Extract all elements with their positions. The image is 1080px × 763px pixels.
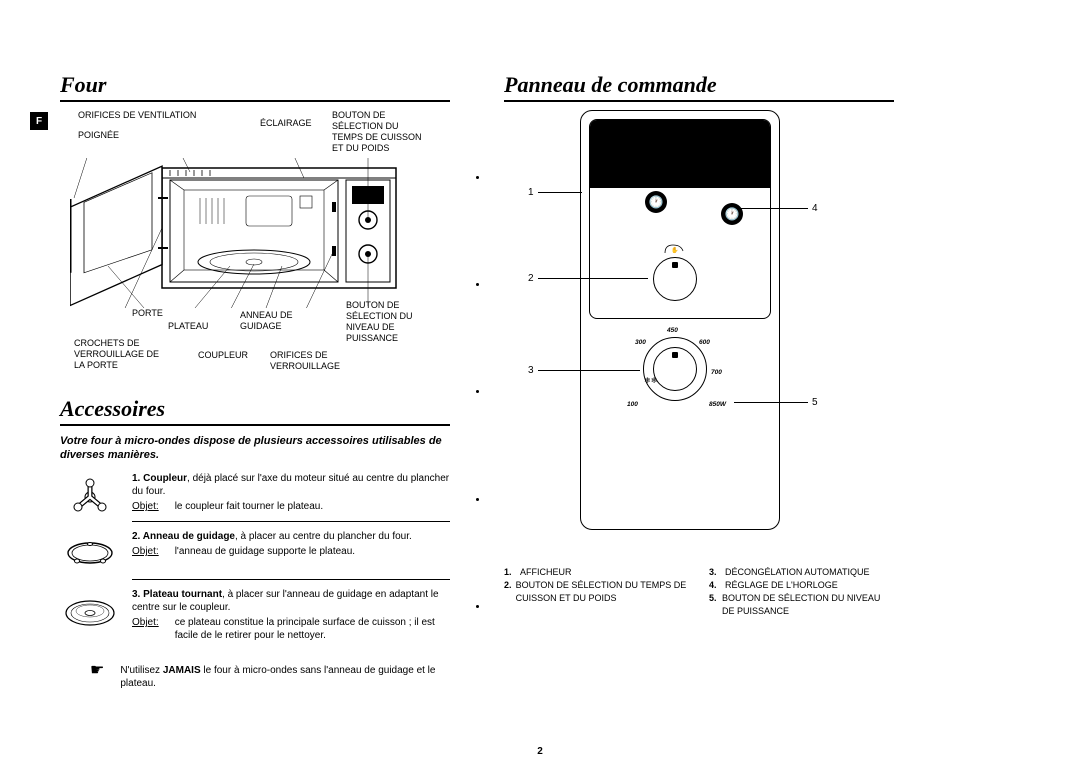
callout-4: 4 — [812, 203, 818, 214]
power-knob — [653, 347, 697, 391]
callout-3: 3 — [528, 365, 534, 376]
legend-item: 4.RÉGLAGE DE L'HORLOGE — [709, 579, 894, 592]
power-300: 300 — [635, 339, 646, 346]
power-700: 700 — [711, 369, 722, 376]
label-door: PORTE — [132, 308, 163, 319]
legend-item: 1.AFFICHEUR — [504, 566, 689, 579]
power-850w: 850W — [709, 401, 726, 408]
coupler-icon — [60, 472, 120, 522]
panel-legend: 1.AFFICHEUR 2.BOUTON DE SÉLECTION DU TEM… — [504, 566, 894, 618]
power-100: 100 — [627, 401, 638, 408]
accessory-text: 3. Plateau tournant, à placer sur l'anne… — [132, 588, 450, 646]
pointing-hand-icon: ☛ — [90, 664, 104, 690]
accessory-row: 3. Plateau tournant, à placer sur l'anne… — [60, 588, 450, 646]
label-tray: PLATEAU — [168, 321, 208, 332]
section-heading-panel: Panneau de commande — [504, 72, 894, 102]
label-vent: ORIFICES DE VENTILATION — [78, 110, 196, 121]
accessory-row: 2. Anneau de guidage, à placer au centre… — [60, 530, 450, 580]
lang-badge: F — [30, 112, 48, 130]
section-heading-accessories: Accessoires — [60, 396, 450, 426]
display-area — [590, 120, 770, 188]
label-ring: ANNEAU DE GUIDAGE — [240, 310, 293, 332]
time-knob — [653, 257, 697, 301]
callout-2: 2 — [528, 273, 534, 284]
label-power-knob: BOUTON DE SÉLECTION DU NIVEAU DE PUISSAN… — [346, 300, 413, 344]
legend-item: 5.BOUTON DE SÉLECTION DU NIVEAU DE PUISS… — [709, 592, 894, 618]
right-column: Panneau de commande 🕐 🕐 ✋ ❄❄ 100 300 450… — [504, 72, 894, 712]
label-latch: CROCHETS DE VERROUILLAGE DE LA PORTE — [74, 338, 159, 371]
warning-note: ☛ N'utilisez JAMAIS le four à micro-onde… — [60, 664, 450, 690]
label-time-knob: BOUTON DE SÉLECTION DU TEMPS DE CUISSON … — [332, 110, 422, 154]
label-coupler: COUPLEUR — [198, 350, 248, 361]
turntable-icon — [60, 588, 120, 638]
label-light: ÉCLAIRAGE — [260, 118, 312, 129]
accessory-text: 2. Anneau de guidage, à placer au centre… — [132, 530, 450, 580]
oven-diagram: ORIFICES DE VENTILATION ÉCLAIRAGE BOUTON… — [60, 110, 450, 390]
callout-1: 1 — [528, 187, 534, 198]
power-450: 450 — [667, 327, 678, 334]
defrost-icon: ❄❄ — [644, 376, 657, 385]
label-lock-holes: ORIFICES DE VERROUILLAGE — [270, 350, 340, 372]
control-panel-body: 🕐 🕐 ✋ ❄❄ 100 300 450 600 700 850W — [580, 110, 780, 530]
label-handle: POIGNÉE — [78, 130, 119, 141]
svg-text:✋: ✋ — [671, 246, 678, 254]
accessories-intro: Votre four à micro-ondes dispose de plus… — [60, 434, 450, 462]
legend-item: 3.DÉCONGÉLATION AUTOMATIQUE — [709, 566, 894, 579]
section-heading-oven: Four — [60, 72, 450, 102]
note-text: N'utilisez JAMAIS le four à micro-ondes … — [120, 664, 450, 690]
oven-illustration — [70, 158, 430, 308]
legend-item: 2.BOUTON DE SÉLECTION DU TEMPS DE CUISSO… — [504, 579, 689, 605]
page-number: 2 — [537, 746, 543, 757]
callout-5: 5 — [812, 397, 818, 408]
ring-icon — [60, 530, 120, 580]
accessory-row: 1. Coupleur, déjà placé sur l'axe du mot… — [60, 472, 450, 522]
power-600: 600 — [699, 339, 710, 346]
clock-icon: 🕐 — [645, 191, 667, 213]
left-column: F Four ORIFICES DE VENTILATION ÉCLAIRAGE… — [60, 72, 450, 712]
timer-icon: ✋ — [663, 243, 687, 255]
column-divider — [474, 72, 480, 712]
clock-icon: 🕐 — [721, 203, 743, 225]
accessory-text: 1. Coupleur, déjà placé sur l'axe du mot… — [132, 472, 450, 522]
control-panel-diagram: 🕐 🕐 ✋ ❄❄ 100 300 450 600 700 850W 1 2 3 — [504, 110, 894, 540]
